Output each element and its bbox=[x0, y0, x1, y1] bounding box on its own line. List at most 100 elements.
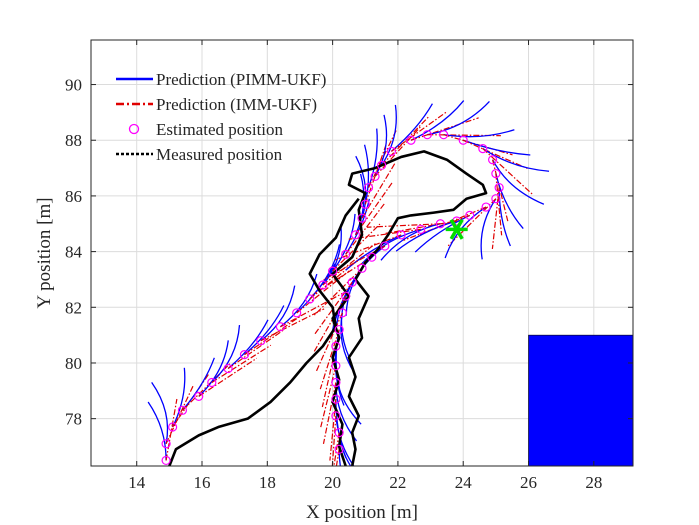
pimm-prediction-line bbox=[427, 101, 490, 136]
pimm-prediction-line bbox=[355, 155, 367, 219]
estimated-position-marker bbox=[347, 277, 357, 287]
estimated-position-marker bbox=[275, 322, 285, 332]
pimm-prediction-line bbox=[211, 324, 241, 383]
plot-frame bbox=[90, 39, 634, 467]
imm-prediction-line bbox=[354, 181, 394, 236]
imm-prediction-line bbox=[361, 162, 397, 219]
estimated-position-marker bbox=[207, 377, 217, 388]
estimated-position-marker bbox=[488, 155, 498, 165]
x-tick-label: 24 bbox=[455, 473, 473, 492]
legend-symbol-estimated bbox=[128, 123, 140, 135]
estimated-position-marker bbox=[341, 249, 351, 259]
pimm-prediction-line bbox=[410, 100, 465, 141]
estimated-position-marker bbox=[491, 169, 501, 179]
measured-path-outer bbox=[331, 150, 488, 466]
obstacle-rect bbox=[528, 334, 633, 466]
imm-prediction-line bbox=[345, 202, 386, 255]
estimated-position-marker bbox=[481, 202, 491, 212]
x-axis-label: X position [m] bbox=[306, 502, 418, 523]
estimated-position-marker bbox=[328, 266, 338, 276]
estimated-position-marker bbox=[194, 391, 204, 401]
pimm-prediction-line bbox=[414, 214, 471, 253]
imm-prediction-line bbox=[410, 117, 479, 141]
x-tick-label: 28 bbox=[585, 473, 602, 492]
estimated-position-marker bbox=[439, 130, 449, 140]
estimated-position-marker bbox=[363, 182, 374, 193]
pimm-prediction-line bbox=[172, 367, 186, 428]
estimated-position-marker bbox=[367, 252, 377, 262]
imm-prediction-line bbox=[280, 292, 343, 328]
pimm-prediction-line bbox=[380, 223, 441, 261]
y-tick-label: 88 bbox=[65, 131, 82, 150]
estimated-position-marker bbox=[318, 280, 328, 290]
estimated-position-marker bbox=[331, 394, 341, 404]
imm-prediction-line bbox=[334, 234, 402, 261]
estimated-position-marker bbox=[334, 444, 344, 454]
x-tick-label: 22 bbox=[389, 473, 406, 492]
pimm-prediction-line bbox=[395, 220, 457, 252]
estimated-position-marker bbox=[370, 171, 380, 182]
legend-label-pimm: Prediction (PIMM-UKF) bbox=[156, 70, 326, 89]
pimm-prediction-line bbox=[345, 234, 402, 271]
pimm-prediction-line bbox=[198, 340, 229, 397]
imm-prediction-line bbox=[321, 346, 337, 408]
y-tick-label: 86 bbox=[65, 187, 82, 206]
pimm-prediction-line bbox=[367, 128, 378, 188]
estimated-position-marker bbox=[334, 427, 344, 438]
pimm-prediction-line bbox=[498, 187, 511, 247]
axis-ticks: 14 16 18 20 22 24 26 28 78 80 82 84 86 88 90 bbox=[65, 40, 633, 492]
imm-prediction-line bbox=[315, 312, 343, 372]
estimated-position-marker bbox=[334, 324, 344, 335]
pimm-prediction-line bbox=[244, 305, 285, 356]
imm-prediction-line bbox=[165, 385, 194, 444]
estimated-position-marker bbox=[161, 439, 171, 449]
imm-prediction-line bbox=[495, 173, 503, 236]
estimated-position-marker bbox=[360, 199, 370, 209]
y-tick-label: 80 bbox=[65, 354, 82, 373]
pimm-prediction-line bbox=[260, 285, 296, 342]
estimated-position-marker bbox=[435, 219, 445, 229]
measurement-star-marker bbox=[445, 218, 468, 240]
imm-prediction-line bbox=[313, 295, 347, 353]
estimated-position-marker bbox=[331, 361, 341, 371]
estimated-position-marker bbox=[406, 135, 416, 145]
estimated-position-marker bbox=[256, 336, 266, 346]
x-tick-label: 20 bbox=[324, 473, 341, 492]
pimm-prediction-line bbox=[338, 449, 342, 466]
estimated-position-marker bbox=[491, 194, 501, 204]
pimm-prediction-line bbox=[482, 148, 550, 172]
estimated-position-marker bbox=[478, 143, 488, 154]
estimated-position-marker bbox=[239, 350, 250, 360]
pimm-prediction-line bbox=[322, 224, 342, 286]
pimm-prediction-line bbox=[443, 129, 515, 138]
pimm-prediction-line bbox=[480, 198, 497, 260]
imm-prediction-line bbox=[165, 398, 178, 461]
y-tick-label: 84 bbox=[65, 243, 83, 262]
pimm-prediction-line bbox=[374, 114, 388, 177]
estimated-position-marker bbox=[396, 230, 406, 240]
imm-prediction-line bbox=[312, 256, 373, 296]
y-tick-label: 78 bbox=[65, 410, 82, 429]
estimated-position-marker bbox=[331, 377, 341, 388]
pimm-prediction-line bbox=[147, 401, 167, 461]
estimated-position-marker bbox=[305, 294, 315, 304]
estimated-position-marker bbox=[341, 291, 351, 301]
estimated-position-marker bbox=[337, 308, 348, 318]
imm-prediction-line bbox=[211, 344, 272, 383]
estimated-position-marker bbox=[350, 230, 361, 240]
imm-prediction-line bbox=[491, 187, 500, 250]
pimm-prediction-line bbox=[363, 144, 370, 205]
estimated-position-marker bbox=[380, 241, 390, 251]
imm-prediction-line bbox=[366, 223, 441, 228]
estimated-position-marker bbox=[223, 363, 233, 374]
pimm-prediction-line bbox=[462, 139, 531, 156]
pimm-prediction-line bbox=[495, 173, 524, 230]
pimm-prediction-line bbox=[492, 159, 545, 205]
imm-prediction-line bbox=[198, 357, 258, 397]
estimated-position-marker bbox=[376, 160, 387, 170]
imm-prediction-line bbox=[462, 139, 528, 170]
imm-prediction-line bbox=[322, 382, 337, 444]
imm-prediction-line bbox=[331, 415, 337, 466]
estimated-position-marker bbox=[357, 263, 367, 273]
estimated-position-marker bbox=[292, 308, 302, 318]
